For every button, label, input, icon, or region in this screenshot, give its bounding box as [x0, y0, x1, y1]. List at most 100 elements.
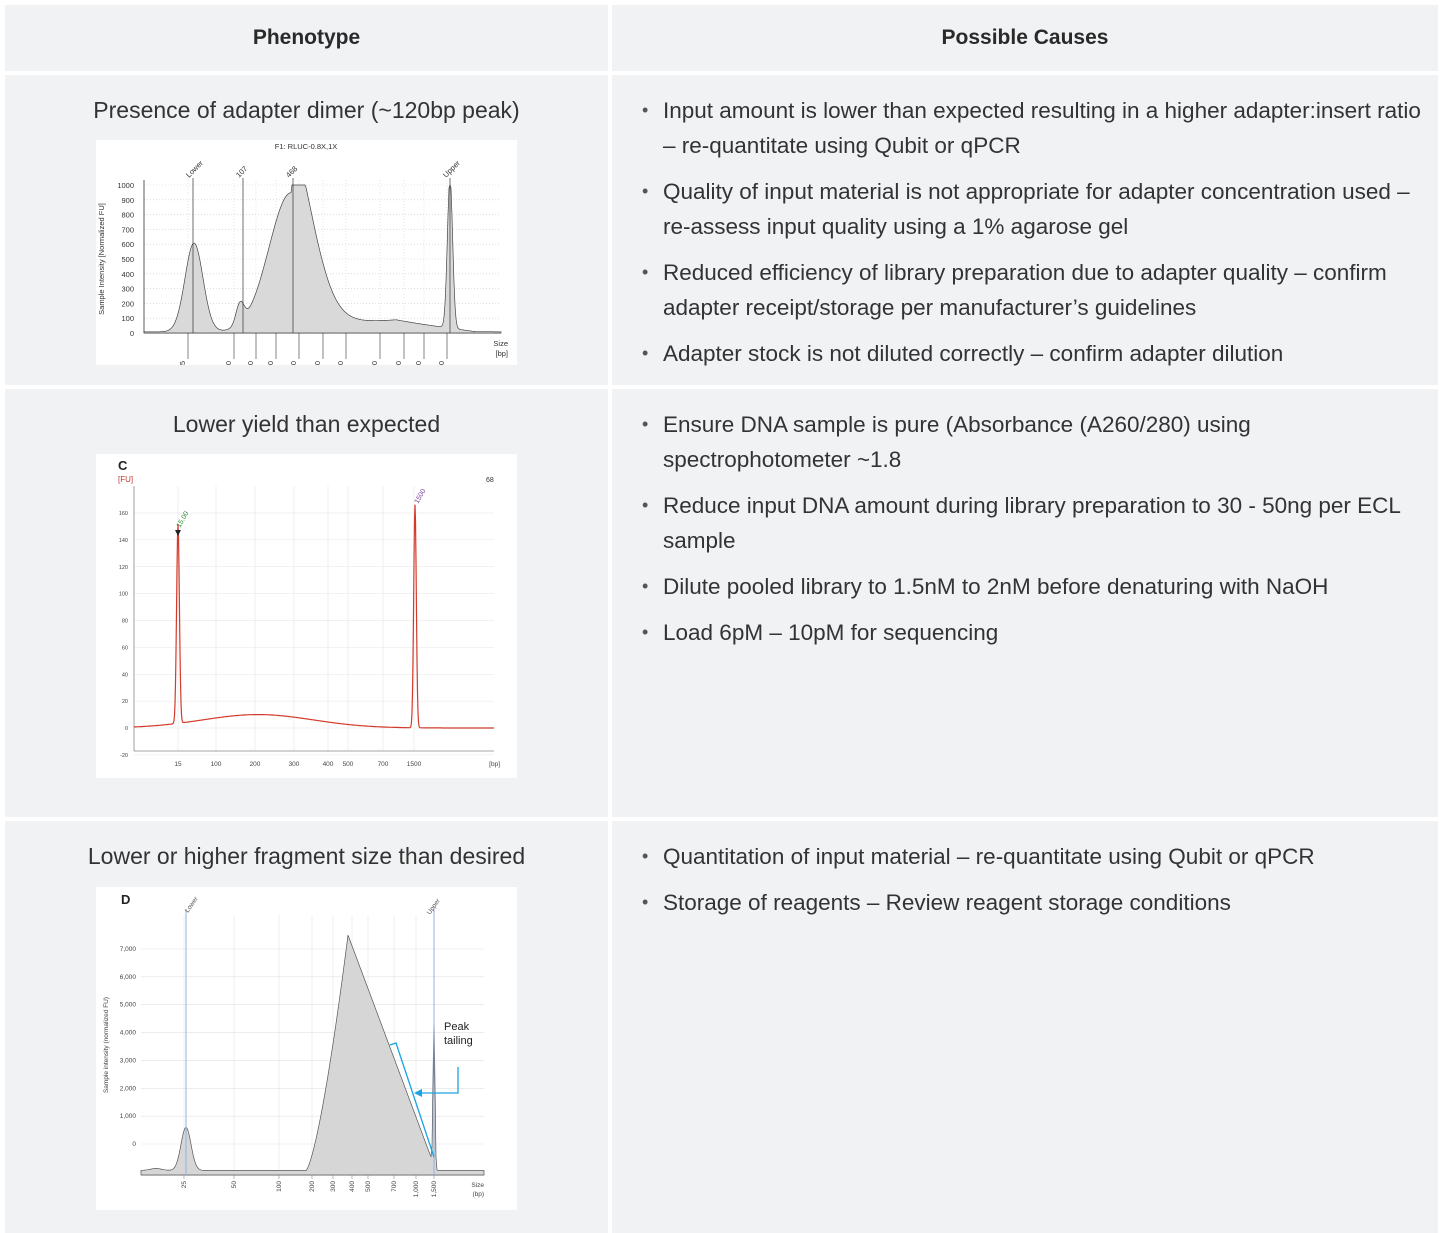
- list-item: Quantitation of input material – re-quan…: [632, 839, 1428, 874]
- x-tick-label: 700: [391, 1181, 398, 1192]
- y-tick-label: 120: [119, 565, 128, 571]
- y-tick-label: 7,000: [120, 946, 137, 953]
- x-tick-label: 300: [289, 761, 300, 768]
- trace-area: [143, 183, 502, 334]
- chart-fragment-size: D 7,000 6,000 5,000 4,000 3,000 2,000 1,000 0 Sam…: [96, 887, 517, 1210]
- x-tick-label: 3500: [394, 361, 403, 365]
- causes-cell: Quantitation of input material – re-quan…: [612, 821, 1438, 1233]
- trace-line: [134, 504, 494, 729]
- x-axis-unit: (bp): [472, 1191, 484, 1198]
- x-tick-label: 500: [343, 761, 354, 768]
- causes-list: Quantitation of input material – re-quan…: [632, 839, 1428, 931]
- y-axis-label: Sample intensity (normalized FU): [103, 997, 110, 1093]
- y-tick-label: 0: [125, 726, 128, 732]
- y-tick-label: 60: [122, 645, 128, 651]
- causes-list: Ensure DNA sample is pure (Absorbance (A…: [632, 407, 1428, 661]
- x-tick-label: 400: [349, 1181, 356, 1192]
- panel-label: D: [121, 892, 130, 907]
- y-tick-label: 600: [121, 240, 134, 249]
- peak-marker: [175, 530, 181, 536]
- annotation-text: tailing: [444, 1035, 473, 1047]
- y-tick-label: 100: [119, 592, 128, 598]
- y-tick-label: 0: [132, 1141, 136, 1148]
- peak-label: Lower: [184, 158, 205, 179]
- y-tick-label: 160: [119, 511, 128, 517]
- y-tick-label: 0: [130, 329, 134, 338]
- x-axis-label: Size: [471, 1182, 484, 1189]
- list-item: Load 6pM – 10pM for sequencing: [632, 615, 1428, 650]
- peak-label: 1500: [414, 488, 428, 505]
- y-tick-label: 300: [121, 285, 134, 294]
- x-tick-label: 400: [266, 361, 275, 365]
- corner-label: 68: [486, 477, 494, 484]
- causes-cell: Ensure DNA sample is pure (Absorbance (A…: [612, 389, 1438, 817]
- arrow-head-icon: [414, 1089, 422, 1097]
- possible-causes-header: Possible Causes: [612, 5, 1438, 71]
- y-tick-label: 6,000: [120, 974, 137, 981]
- list-item: Dilute pooled library to 1.5nM to 2nM be…: [632, 569, 1428, 604]
- causes-list: Input amount is lower than expected resu…: [632, 93, 1428, 382]
- x-tick-label: 25: [181, 1181, 188, 1189]
- x-tick-label: 50: [231, 1181, 238, 1189]
- y-tick-label: 140: [119, 538, 128, 544]
- x-tick-label: 5000: [414, 361, 423, 365]
- x-tick-label: 100: [211, 761, 222, 768]
- peak-label: 468: [284, 164, 299, 179]
- x-tick-label: 15: [178, 361, 187, 365]
- table-row: Lower or higher fragment size than desir…: [5, 821, 1438, 1233]
- y-tick-label: 800: [121, 211, 134, 220]
- list-item: Input amount is lower than expected resu…: [632, 93, 1428, 163]
- y-tick-label: 4,000: [120, 1030, 137, 1037]
- chart-title: F1: RLUC-0.8X,1X: [275, 142, 338, 151]
- x-axis-label: Size: [493, 339, 508, 348]
- y-tick-label: -20: [120, 753, 128, 759]
- list-item: Reduce input DNA amount during library p…: [632, 488, 1428, 558]
- y-tick-label: 100: [121, 314, 134, 323]
- phenotype-cell: Presence of adapter dimer (~120bp peak) …: [5, 75, 608, 385]
- y-tick-label: 200: [121, 299, 134, 308]
- y-tick-label: 1000: [117, 181, 134, 190]
- x-tick-label: 200: [250, 761, 261, 768]
- x-tick-label: 400: [323, 761, 334, 768]
- y-tick-label: 20: [122, 699, 128, 705]
- x-tick-label: 700: [378, 761, 389, 768]
- electropherogram-chart: D 7,000 6,000 5,000 4,000 3,000 2,000 1,000 0 Sam…: [103, 892, 485, 1198]
- x-axis-label: [bp]: [489, 761, 500, 768]
- x-tick-label: 1,500: [431, 1181, 438, 1198]
- trace-area: [140, 934, 485, 1176]
- x-tick-label: 250: [246, 361, 255, 365]
- x-tick-label: 15: [174, 761, 182, 768]
- y-axis-label: [FU]: [118, 475, 133, 484]
- electropherogram-chart: C[FU]160140120100806040200-2015.00150068…: [118, 458, 500, 768]
- y-tick-label: 500: [121, 255, 134, 264]
- electropherogram-chart: F1: RLUC-0.8X,1X100090080070060050040030…: [97, 142, 508, 382]
- x-tick-label: 300: [330, 1181, 337, 1192]
- x-tick-label: 2500: [370, 361, 379, 365]
- table-row: Presence of adapter dimer (~120bp peak) …: [5, 75, 1438, 385]
- peak-label: Upper: [441, 158, 462, 179]
- tailing-bracket: [389, 1042, 435, 1158]
- chart-lower-yield: C [FU] 160 140 120 100 80 60 40 20 0 -20 15.00 1500 68…: [96, 454, 517, 778]
- y-tick-label: 3,000: [120, 1057, 137, 1064]
- x-tick-label: 1500: [407, 761, 422, 768]
- x-tick-label: 500: [365, 1181, 372, 1192]
- x-tick-label: 10000: [437, 361, 446, 365]
- x-tick-label: 200: [309, 1181, 316, 1192]
- phenotype-cell: Lower or higher fragment size than desir…: [5, 821, 608, 1233]
- phenotype-text: Lower yield than expected: [172, 411, 441, 437]
- x-tick-label: 1500: [336, 361, 345, 365]
- list-item: Storage of reagents – Review reagent sto…: [632, 885, 1428, 920]
- phenotype-cell: Lower yield than expected C [FU] 160 140 120…: [5, 389, 608, 817]
- y-tick-label: 1,000: [120, 1113, 137, 1120]
- y-tick-label: 900: [121, 196, 134, 205]
- table-row: Lower yield than expected C [FU] 160 140 120…: [5, 389, 1438, 817]
- table-header: Phenotype Possible Causes: [5, 5, 1438, 71]
- phenotype-text: Presence of adapter dimer (~120bp peak): [93, 97, 520, 123]
- x-tick-label: 100: [276, 1181, 283, 1192]
- x-tick-label: 1000: [313, 361, 322, 365]
- y-tick-label: 700: [121, 225, 134, 234]
- y-tick-label: 80: [122, 619, 128, 625]
- peak-label: Lower: [184, 895, 200, 914]
- panel-label: C: [118, 458, 128, 473]
- causes-cell: Input amount is lower than expected resu…: [612, 75, 1438, 385]
